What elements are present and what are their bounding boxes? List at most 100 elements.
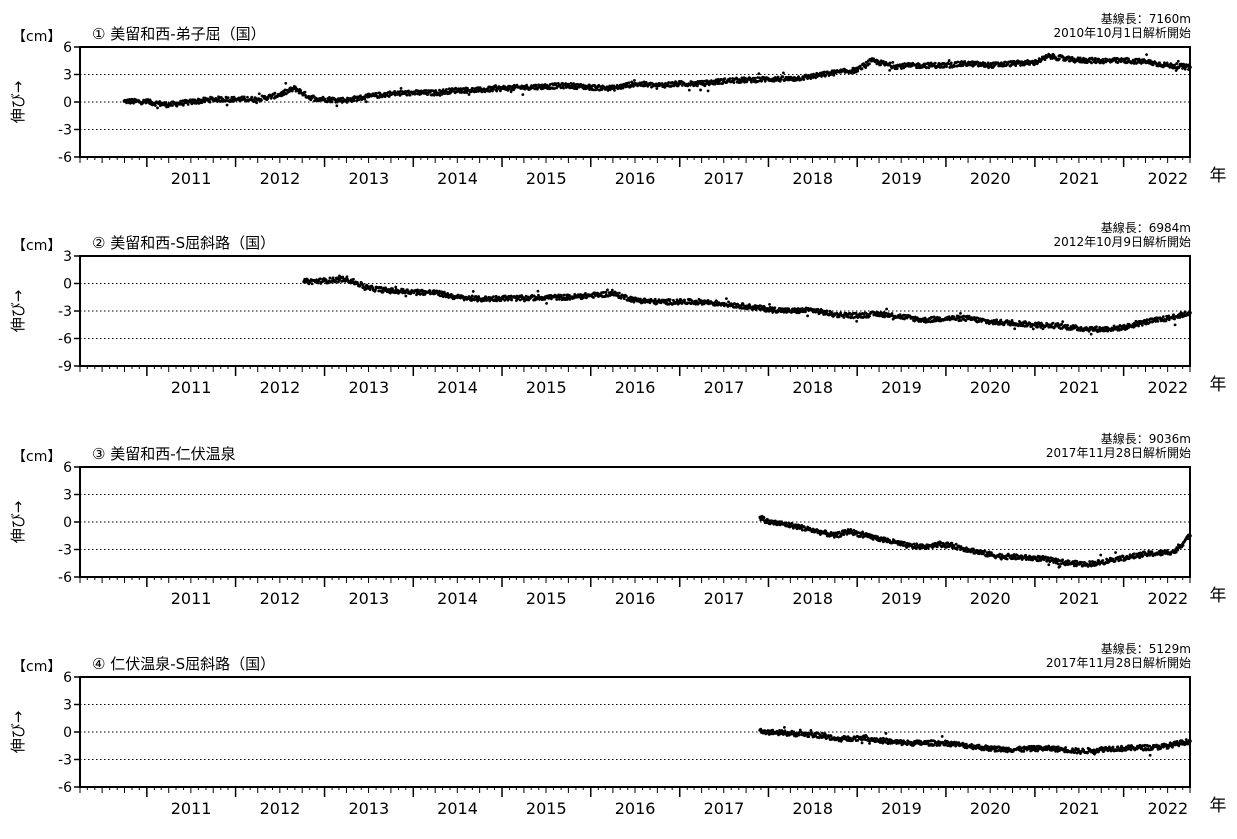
y-tick-label: -6	[58, 332, 72, 348]
data-point	[698, 79, 702, 83]
data-point	[447, 87, 451, 91]
data-point	[553, 87, 556, 90]
data-point	[879, 63, 882, 67]
x-tick-label: 2011	[171, 169, 212, 188]
data-point	[352, 277, 355, 281]
data-point	[536, 86, 540, 90]
data-point	[654, 82, 658, 86]
data-point	[1082, 56, 1085, 60]
data-point	[548, 82, 552, 86]
x-tick-label: 2014	[437, 169, 478, 188]
data-point	[1143, 59, 1147, 63]
data-point	[776, 75, 780, 79]
data-point	[858, 64, 862, 68]
data-point	[193, 98, 197, 102]
x-tick-label: 2018	[792, 589, 833, 608]
y-tick-label: -6	[58, 150, 72, 166]
data-point	[1058, 564, 1062, 568]
data-point	[945, 65, 948, 69]
data-point	[667, 81, 670, 84]
data-point	[404, 294, 408, 298]
data-point	[724, 297, 728, 301]
x-tick-label: 2019	[881, 169, 922, 188]
data-point	[510, 298, 514, 302]
data-point	[1176, 548, 1180, 552]
data-point	[364, 287, 368, 291]
data-point	[1047, 563, 1051, 567]
data-point	[655, 87, 659, 90]
x-tick-label: 2020	[970, 378, 1011, 397]
data-point	[624, 294, 628, 298]
data-point	[929, 61, 933, 65]
chart-title: ② 美留和西-S屈斜路（国）	[92, 234, 275, 252]
data-point	[1119, 558, 1123, 562]
data-point	[368, 288, 372, 292]
data-point	[830, 69, 834, 73]
y-tick-label: -6	[58, 570, 72, 586]
data-point	[1080, 560, 1084, 564]
data-point	[781, 75, 785, 79]
data-point	[378, 289, 382, 293]
data-point	[366, 95, 369, 99]
x-tick-label: 2017	[704, 378, 745, 397]
data-point	[933, 61, 937, 65]
data-point	[846, 528, 850, 531]
data-point	[956, 60, 960, 64]
data-point	[1114, 551, 1117, 554]
data-point	[653, 297, 657, 301]
data-point	[399, 86, 403, 90]
data-point	[633, 78, 636, 82]
data-point	[547, 85, 551, 88]
data-point	[471, 289, 475, 293]
data-point	[1031, 59, 1035, 63]
data-point	[568, 297, 572, 301]
data-point	[423, 292, 427, 296]
data-point	[494, 84, 498, 87]
data-point	[471, 86, 475, 90]
data-point	[787, 307, 791, 311]
data-point	[801, 528, 804, 532]
data-point	[762, 516, 766, 520]
data-point	[406, 288, 409, 292]
data-point	[806, 314, 810, 318]
data-point	[1024, 553, 1028, 557]
data-point	[757, 72, 761, 76]
data-point	[1132, 552, 1136, 556]
data-point	[1176, 59, 1180, 63]
y-tick-label: 6	[63, 40, 72, 56]
data-point	[935, 545, 939, 549]
data-point	[773, 306, 777, 310]
data-point	[153, 104, 157, 107]
data-point	[815, 71, 819, 75]
data-point	[520, 294, 524, 298]
x-tick-label: 2020	[970, 169, 1011, 188]
data-point	[888, 61, 892, 65]
data-point	[1037, 57, 1041, 61]
data-point	[1061, 320, 1065, 324]
data-point	[606, 288, 609, 292]
analysis-start-note: 2017年11月28日解析開始	[1046, 446, 1191, 460]
data-point	[948, 544, 952, 548]
data-point	[1161, 315, 1165, 319]
data-point	[257, 92, 261, 96]
data-point	[949, 61, 953, 65]
baseline-length: 基線長：7160m	[1101, 11, 1191, 26]
baseline-length: 基線長：9036m	[1101, 431, 1191, 446]
data-point	[1010, 319, 1014, 322]
unit-label: 【cm】	[12, 238, 61, 254]
data-point	[1188, 313, 1191, 317]
data-point	[780, 520, 784, 524]
data-point	[374, 288, 377, 292]
y-axis-label: 伸び→	[9, 501, 27, 544]
data-point	[1084, 57, 1088, 61]
data-point	[868, 314, 871, 318]
data-point	[179, 99, 183, 103]
data-point	[727, 300, 730, 304]
data-point	[508, 87, 511, 91]
data-point	[779, 77, 783, 81]
y-tick-label: 6	[63, 460, 72, 476]
data-point	[299, 89, 303, 92]
data-point	[753, 76, 757, 80]
data-point	[432, 289, 436, 292]
data-point	[1031, 327, 1035, 331]
